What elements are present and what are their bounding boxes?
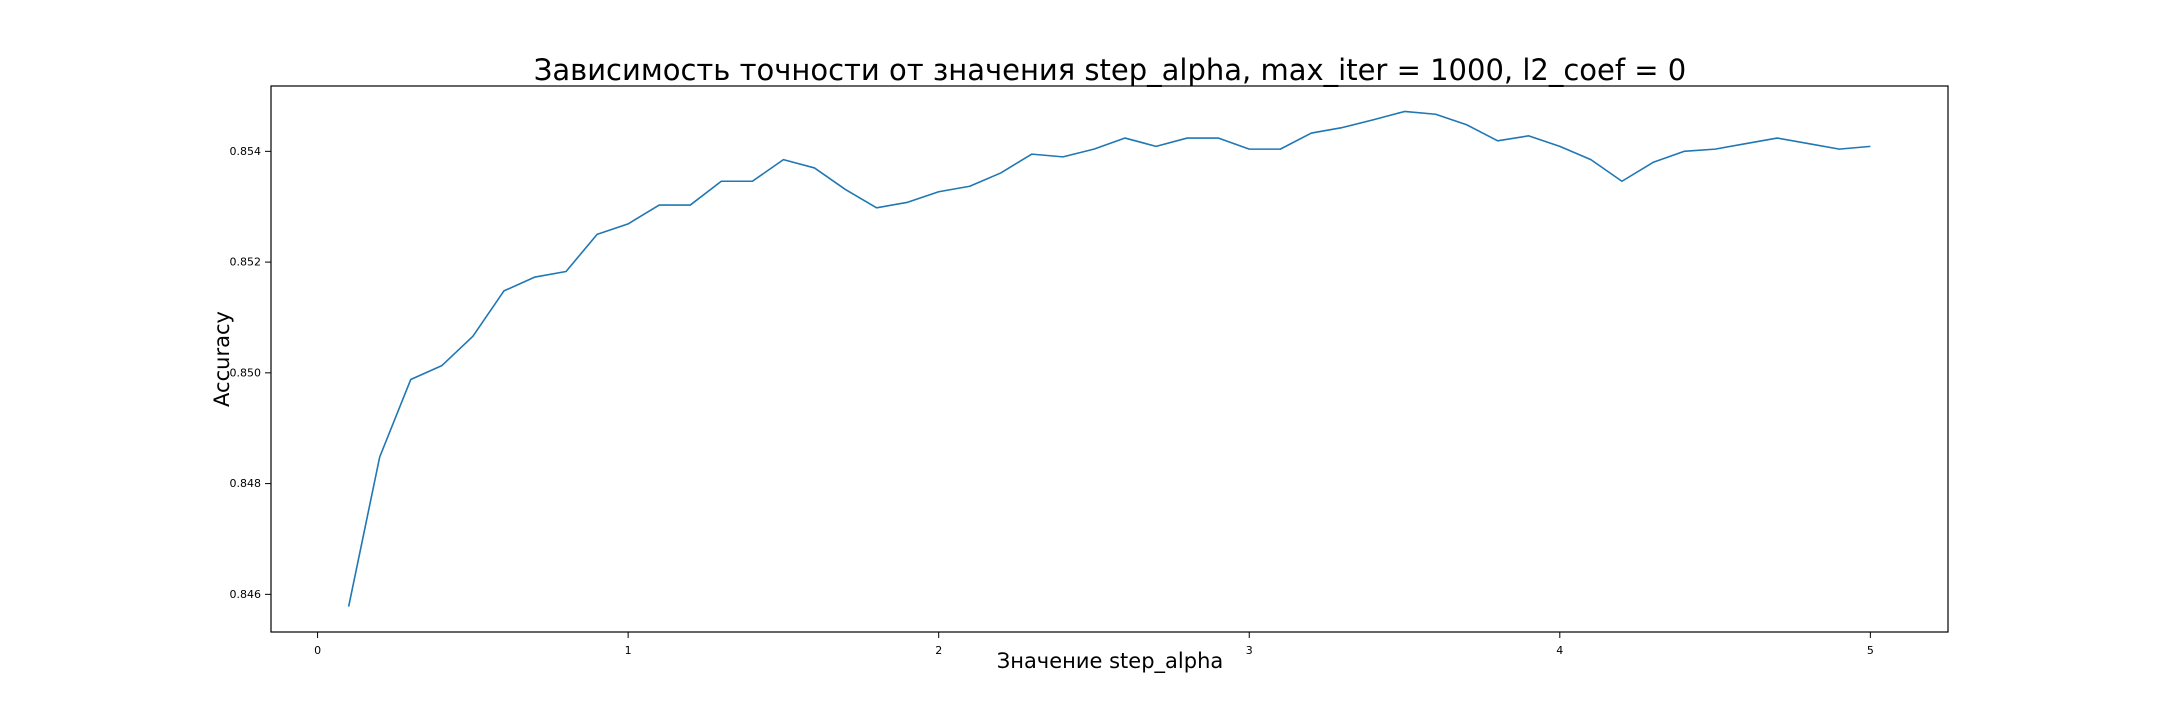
y-tick-label: 0.846	[230, 588, 262, 601]
x-tick-label: 3	[1246, 644, 1253, 657]
x-tick-label: 4	[1556, 644, 1563, 657]
x-axis: 0 1 2 3 4 5	[314, 632, 1874, 657]
x-axis-label: Значение step_alpha	[997, 649, 1224, 674]
series-line-0	[347, 110, 1871, 607]
y-tick-label: 0.852	[230, 256, 262, 269]
x-tick-label: 0	[314, 644, 321, 657]
y-axis-label: Accuracy	[210, 311, 234, 407]
x-tick-label: 1	[625, 644, 632, 657]
x-tick-label: 2	[935, 644, 942, 657]
y-axis: 0.846 0.848 0.850 0.852 0.854	[230, 145, 271, 601]
plot-area	[347, 110, 1871, 607]
y-tick-label: 0.850	[230, 366, 262, 379]
plot-frame	[270, 85, 1949, 633]
y-tick-label: 0.848	[230, 477, 262, 490]
y-tick-label: 0.854	[230, 145, 262, 158]
x-tick-label: 5	[1867, 644, 1874, 657]
chart-title: Зависимость точности от значения step_al…	[534, 53, 1687, 87]
